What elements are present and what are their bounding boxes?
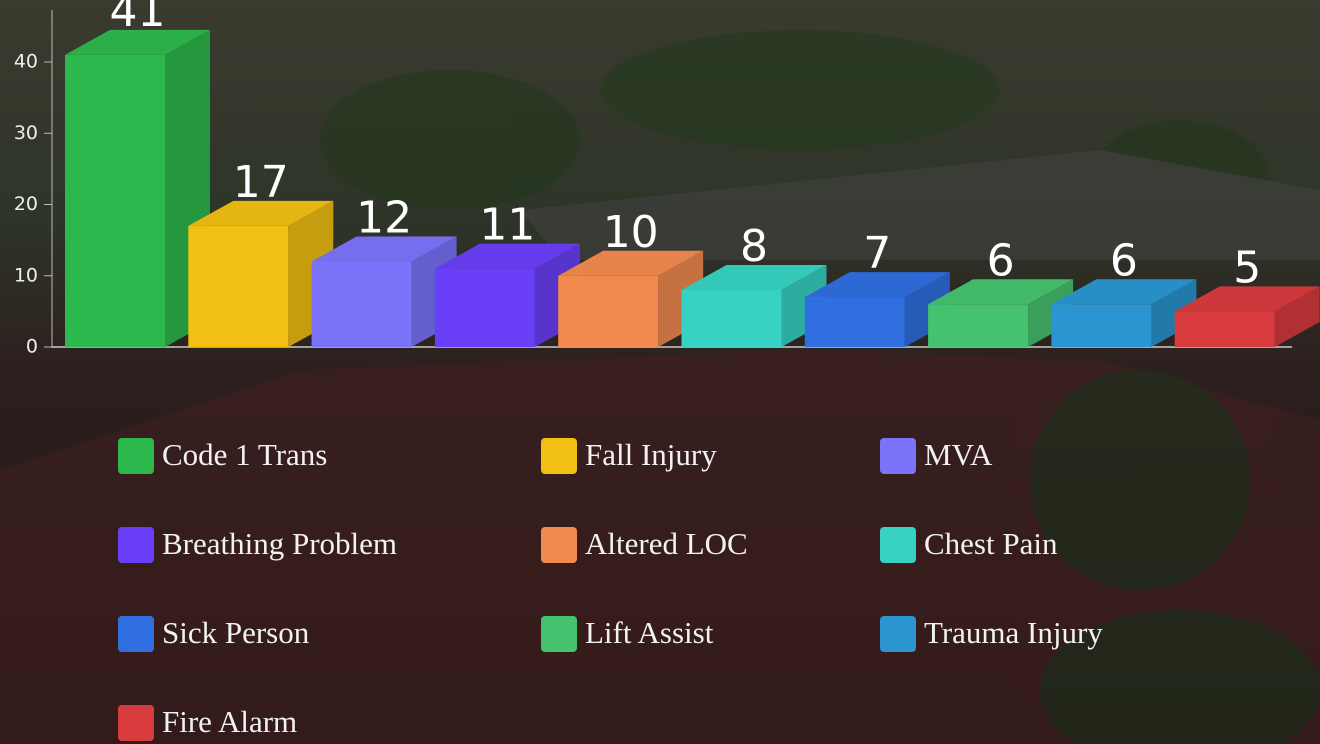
bar-top — [804, 272, 950, 298]
y-tick-label: 30 — [14, 122, 38, 144]
bar-top — [1051, 279, 1197, 305]
y-tick-label: 10 — [14, 264, 38, 286]
legend-swatch — [541, 527, 577, 563]
value-label: 41 — [110, 0, 166, 37]
bar-top — [928, 279, 1074, 305]
bar-front — [1051, 304, 1152, 347]
bar — [558, 250, 704, 347]
value-label: 11 — [479, 200, 535, 251]
bar-front — [65, 54, 165, 348]
legend-label: Trauma Injury — [924, 615, 1103, 650]
bar — [434, 243, 580, 347]
bar-top — [1174, 286, 1320, 312]
bar-front — [804, 297, 905, 347]
photo-scenery — [0, 30, 1320, 744]
value-label: 10 — [603, 207, 659, 258]
legend-swatch — [541, 438, 577, 474]
bar-front — [558, 275, 659, 347]
bar — [311, 236, 457, 347]
legend-label: Breathing Problem — [162, 526, 397, 561]
legend-label: Altered LOC — [585, 526, 748, 561]
legend-swatch — [541, 616, 577, 652]
value-label: 7 — [863, 228, 891, 279]
y-tick-label: 0 — [26, 336, 38, 358]
legend-swatch — [118, 616, 154, 652]
legend-swatch — [880, 438, 916, 474]
bar-side — [904, 272, 950, 347]
bar-front — [311, 261, 412, 347]
bar-top — [311, 236, 457, 262]
bar — [681, 265, 827, 347]
value-label: 12 — [356, 193, 412, 244]
legend-swatch — [118, 527, 154, 563]
legend-swatch — [880, 616, 916, 652]
bar — [928, 279, 1074, 347]
legend-label: Code 1 Trans — [162, 437, 327, 472]
legend-label: Fire Alarm — [162, 704, 297, 739]
bar-side — [1151, 279, 1197, 347]
legend-label: Sick Person — [162, 615, 310, 650]
bar-side — [1274, 286, 1320, 347]
legend-label: MVA — [924, 437, 993, 472]
bar-top — [434, 243, 580, 269]
value-label: 6 — [1110, 235, 1138, 286]
value-label: 17 — [233, 157, 289, 208]
bar-top — [681, 265, 827, 291]
bar-top — [65, 29, 210, 55]
bar-front — [681, 290, 782, 347]
value-label: 5 — [1233, 242, 1261, 293]
bar-top — [188, 200, 334, 226]
value-label: 6 — [987, 235, 1015, 286]
bar-side — [1028, 279, 1074, 347]
bar — [1051, 279, 1197, 347]
bar-front — [434, 268, 535, 347]
legend-label: Fall Injury — [585, 437, 717, 472]
bar — [804, 272, 950, 347]
legend-label: Lift Assist — [585, 615, 714, 650]
value-label: 8 — [740, 221, 768, 272]
bar-top — [558, 250, 704, 276]
bar-front — [928, 304, 1029, 347]
legend-label: Chest Pain — [924, 526, 1058, 561]
bar — [188, 200, 334, 347]
legend-swatch — [118, 438, 154, 474]
bar-front — [1174, 311, 1275, 347]
legend-swatch — [880, 527, 916, 563]
y-tick-label: 40 — [14, 51, 38, 73]
bar — [65, 29, 210, 348]
bar — [1174, 286, 1320, 347]
y-tick-label: 20 — [14, 193, 38, 215]
bar-front — [188, 225, 289, 347]
legend-swatch — [118, 705, 154, 741]
